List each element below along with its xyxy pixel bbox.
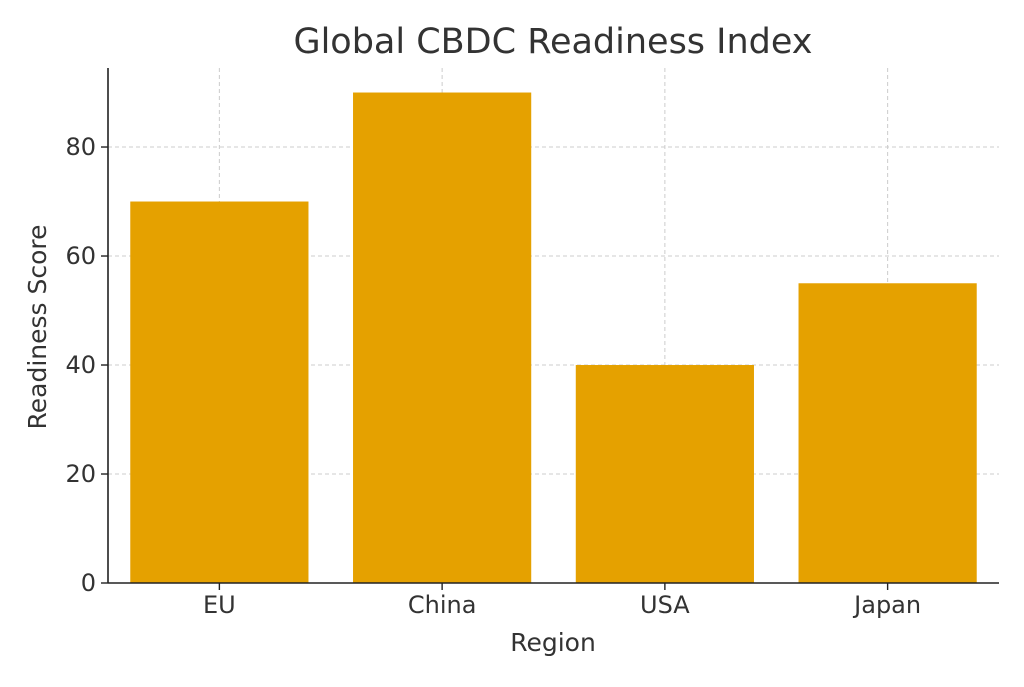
x-tick-label: USA [640, 591, 690, 619]
axes-group [107, 68, 999, 584]
y-ticks-group: 0 20 40 60 80 [65, 133, 108, 597]
bar-japan [798, 283, 977, 583]
x-tick-label: EU [203, 591, 236, 619]
y-tick-label: 40 [65, 351, 96, 379]
x-tick-label: Japan [852, 591, 921, 619]
x-tick-label: China [408, 591, 477, 619]
y-tick-label: 60 [65, 242, 96, 270]
x-ticks-group: EU China USA Japan [203, 583, 921, 619]
y-tick-label: 80 [65, 133, 96, 161]
bars-group [130, 92, 977, 584]
y-tick-label: 0 [81, 569, 96, 597]
y-axis-title: Readiness Score [23, 224, 52, 429]
bar-eu [130, 201, 309, 583]
chart-title: Global CBDC Readiness Index [293, 22, 812, 62]
bar-china [353, 92, 532, 584]
bar-usa [575, 365, 754, 583]
y-tick-label: 20 [65, 460, 96, 488]
x-axis-title: Region [510, 628, 596, 657]
vertical-gridlines [218, 68, 889, 583]
